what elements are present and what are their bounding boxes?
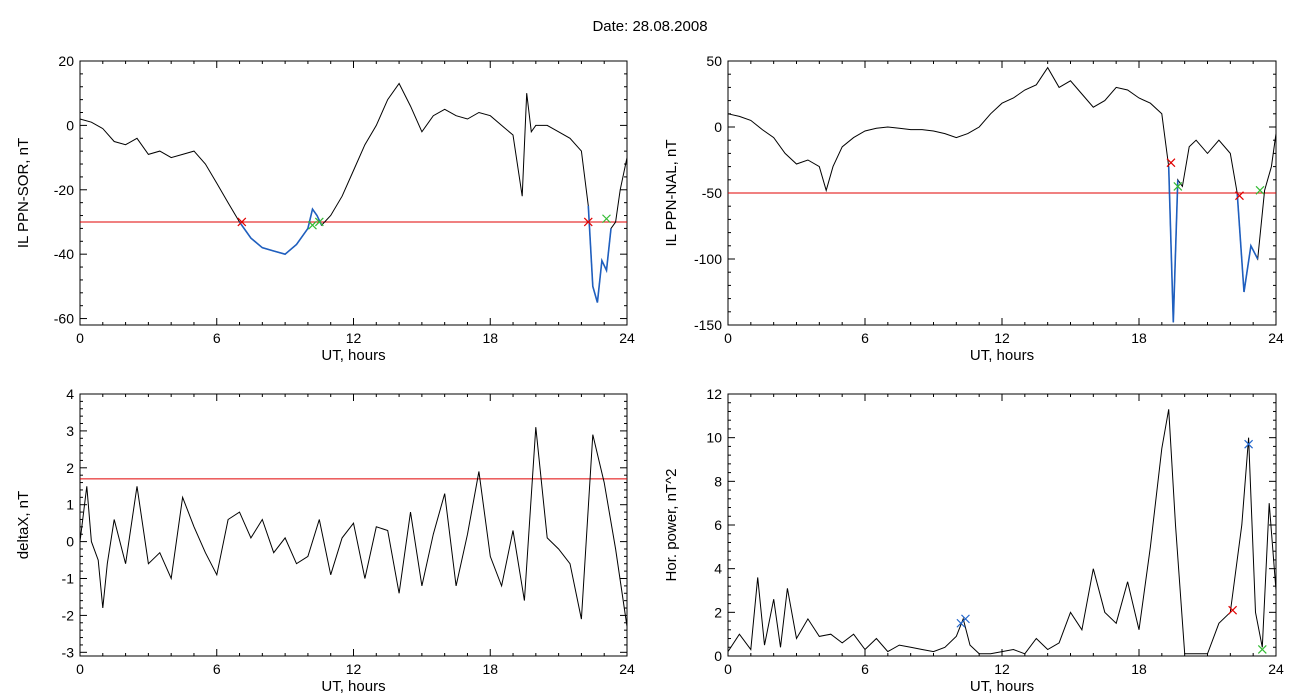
x-tick-label: 0 xyxy=(76,330,84,346)
y-tick-label: -100 xyxy=(694,251,722,267)
y-tick-label: 4 xyxy=(66,386,74,402)
x-tick-label: 24 xyxy=(1268,661,1284,677)
cross-marker xyxy=(583,217,593,227)
cross-marker xyxy=(1257,645,1267,654)
highlight-segment xyxy=(1167,166,1179,323)
y-tick-label: 12 xyxy=(706,386,722,402)
cross-marker xyxy=(961,614,970,624)
highlight-segment xyxy=(238,207,323,256)
cross-stroke xyxy=(602,214,611,224)
cross-marker xyxy=(1255,185,1265,195)
x-tick-label: 12 xyxy=(994,330,1010,346)
cross-marker xyxy=(1244,439,1254,449)
x-tick-label: 0 xyxy=(724,661,732,677)
highlight-segment xyxy=(587,205,612,303)
y-tick-label: -40 xyxy=(54,246,74,262)
y-tick-label: -60 xyxy=(54,311,74,327)
y-tick-label: 2 xyxy=(66,460,74,476)
y-tick-label: 2 xyxy=(714,604,722,620)
chart-il-ppn-sor: 0 6 12 18 24 -60 -40 -20 0 20 UT, hours IL PPN-SOR,… xyxy=(15,53,635,364)
y-axis-label: IL PPN-NAL, nT xyxy=(663,140,680,247)
cross-stroke xyxy=(1235,191,1244,201)
plot-frame xyxy=(79,60,628,326)
y-tick-label: 8 xyxy=(714,473,722,489)
cross-stroke xyxy=(1244,439,1254,449)
x-axis-label: UT, hours xyxy=(321,347,385,364)
y-tick-label: 3 xyxy=(66,423,74,439)
y-axis-label: Hor. power, nT^2 xyxy=(663,469,680,582)
plot-frame xyxy=(727,393,1277,657)
cross-stroke xyxy=(1257,645,1267,654)
y-tick-label: -150 xyxy=(694,317,722,333)
cross-stroke xyxy=(237,217,247,227)
y-tick-label: 0 xyxy=(66,117,74,133)
cross-stroke xyxy=(1228,605,1238,615)
x-axis-label: UT, hours xyxy=(970,347,1034,364)
y-tick-label: 50 xyxy=(706,53,722,69)
cross-stroke xyxy=(961,614,970,624)
y-tick-label: 0 xyxy=(66,534,74,550)
x-tick-label: 24 xyxy=(619,330,635,346)
cross-marker xyxy=(1235,191,1244,201)
y-tick-label: 4 xyxy=(714,561,722,577)
x-tick-label: 12 xyxy=(346,330,362,346)
y-tick-label: 0 xyxy=(714,119,722,135)
cross-marker xyxy=(602,214,611,224)
series-line xyxy=(727,409,1277,655)
cross-stroke xyxy=(1255,185,1265,195)
y-tick-label: -1 xyxy=(62,571,75,587)
x-tick-label: 18 xyxy=(1131,661,1147,677)
y-tick-label: -2 xyxy=(62,607,75,623)
x-tick-label: 6 xyxy=(861,661,869,677)
cross-marker xyxy=(314,217,324,227)
y-tick-label: 6 xyxy=(714,517,722,533)
x-tick-label: 0 xyxy=(76,661,84,677)
x-tick-label: 6 xyxy=(861,330,869,346)
series-line xyxy=(79,427,628,627)
x-tick-label: 12 xyxy=(994,661,1010,677)
x-tick-label: 6 xyxy=(213,661,221,677)
y-tick-label: -50 xyxy=(702,185,722,201)
cross-marker xyxy=(1228,605,1238,615)
date-value: 28.08.2008 xyxy=(632,18,708,35)
x-tick-label: 24 xyxy=(619,661,635,677)
figure-title: Date: 28.08.2008 xyxy=(0,18,1300,35)
x-tick-label: 18 xyxy=(482,330,498,346)
x-tick-label: 0 xyxy=(724,330,732,346)
cross-stroke xyxy=(1166,158,1176,168)
y-axis-label: IL PPN-SOR, nT xyxy=(15,138,32,248)
x-tick-label: 18 xyxy=(1131,330,1147,346)
series-line xyxy=(727,66,1277,323)
x-axis-label: UT, hours xyxy=(970,678,1034,695)
date-label: Date: xyxy=(592,18,629,35)
y-tick-label: -20 xyxy=(54,182,74,198)
x-tick-label: 18 xyxy=(482,661,498,677)
cross-stroke xyxy=(314,217,324,227)
y-tick-label: 0 xyxy=(714,648,722,664)
cross-marker xyxy=(237,217,247,227)
chart-il-ppn-nal: 0 6 12 18 24 -150 -100 -50 0 50 UT, hours IL PPN-NA… xyxy=(663,53,1284,364)
cross-marker xyxy=(1173,181,1183,191)
x-tick-label: 6 xyxy=(213,330,221,346)
y-tick-label: -3 xyxy=(62,644,75,660)
y-tick-label: 10 xyxy=(706,430,722,446)
cross-marker xyxy=(1166,158,1176,168)
cross-stroke xyxy=(308,220,317,230)
y-tick-label: 20 xyxy=(58,53,74,69)
y-axis-label: deltaX, nT xyxy=(15,491,32,559)
x-axis-label: UT, hours xyxy=(321,678,385,695)
cross-stroke xyxy=(583,217,593,227)
highlight-segment xyxy=(1236,192,1259,293)
x-tick-label: 24 xyxy=(1268,330,1284,346)
cross-marker xyxy=(308,220,317,230)
x-tick-label: 12 xyxy=(346,661,362,677)
cross-stroke xyxy=(1173,181,1183,191)
y-tick-label: 1 xyxy=(66,497,74,513)
series-line xyxy=(79,82,628,303)
